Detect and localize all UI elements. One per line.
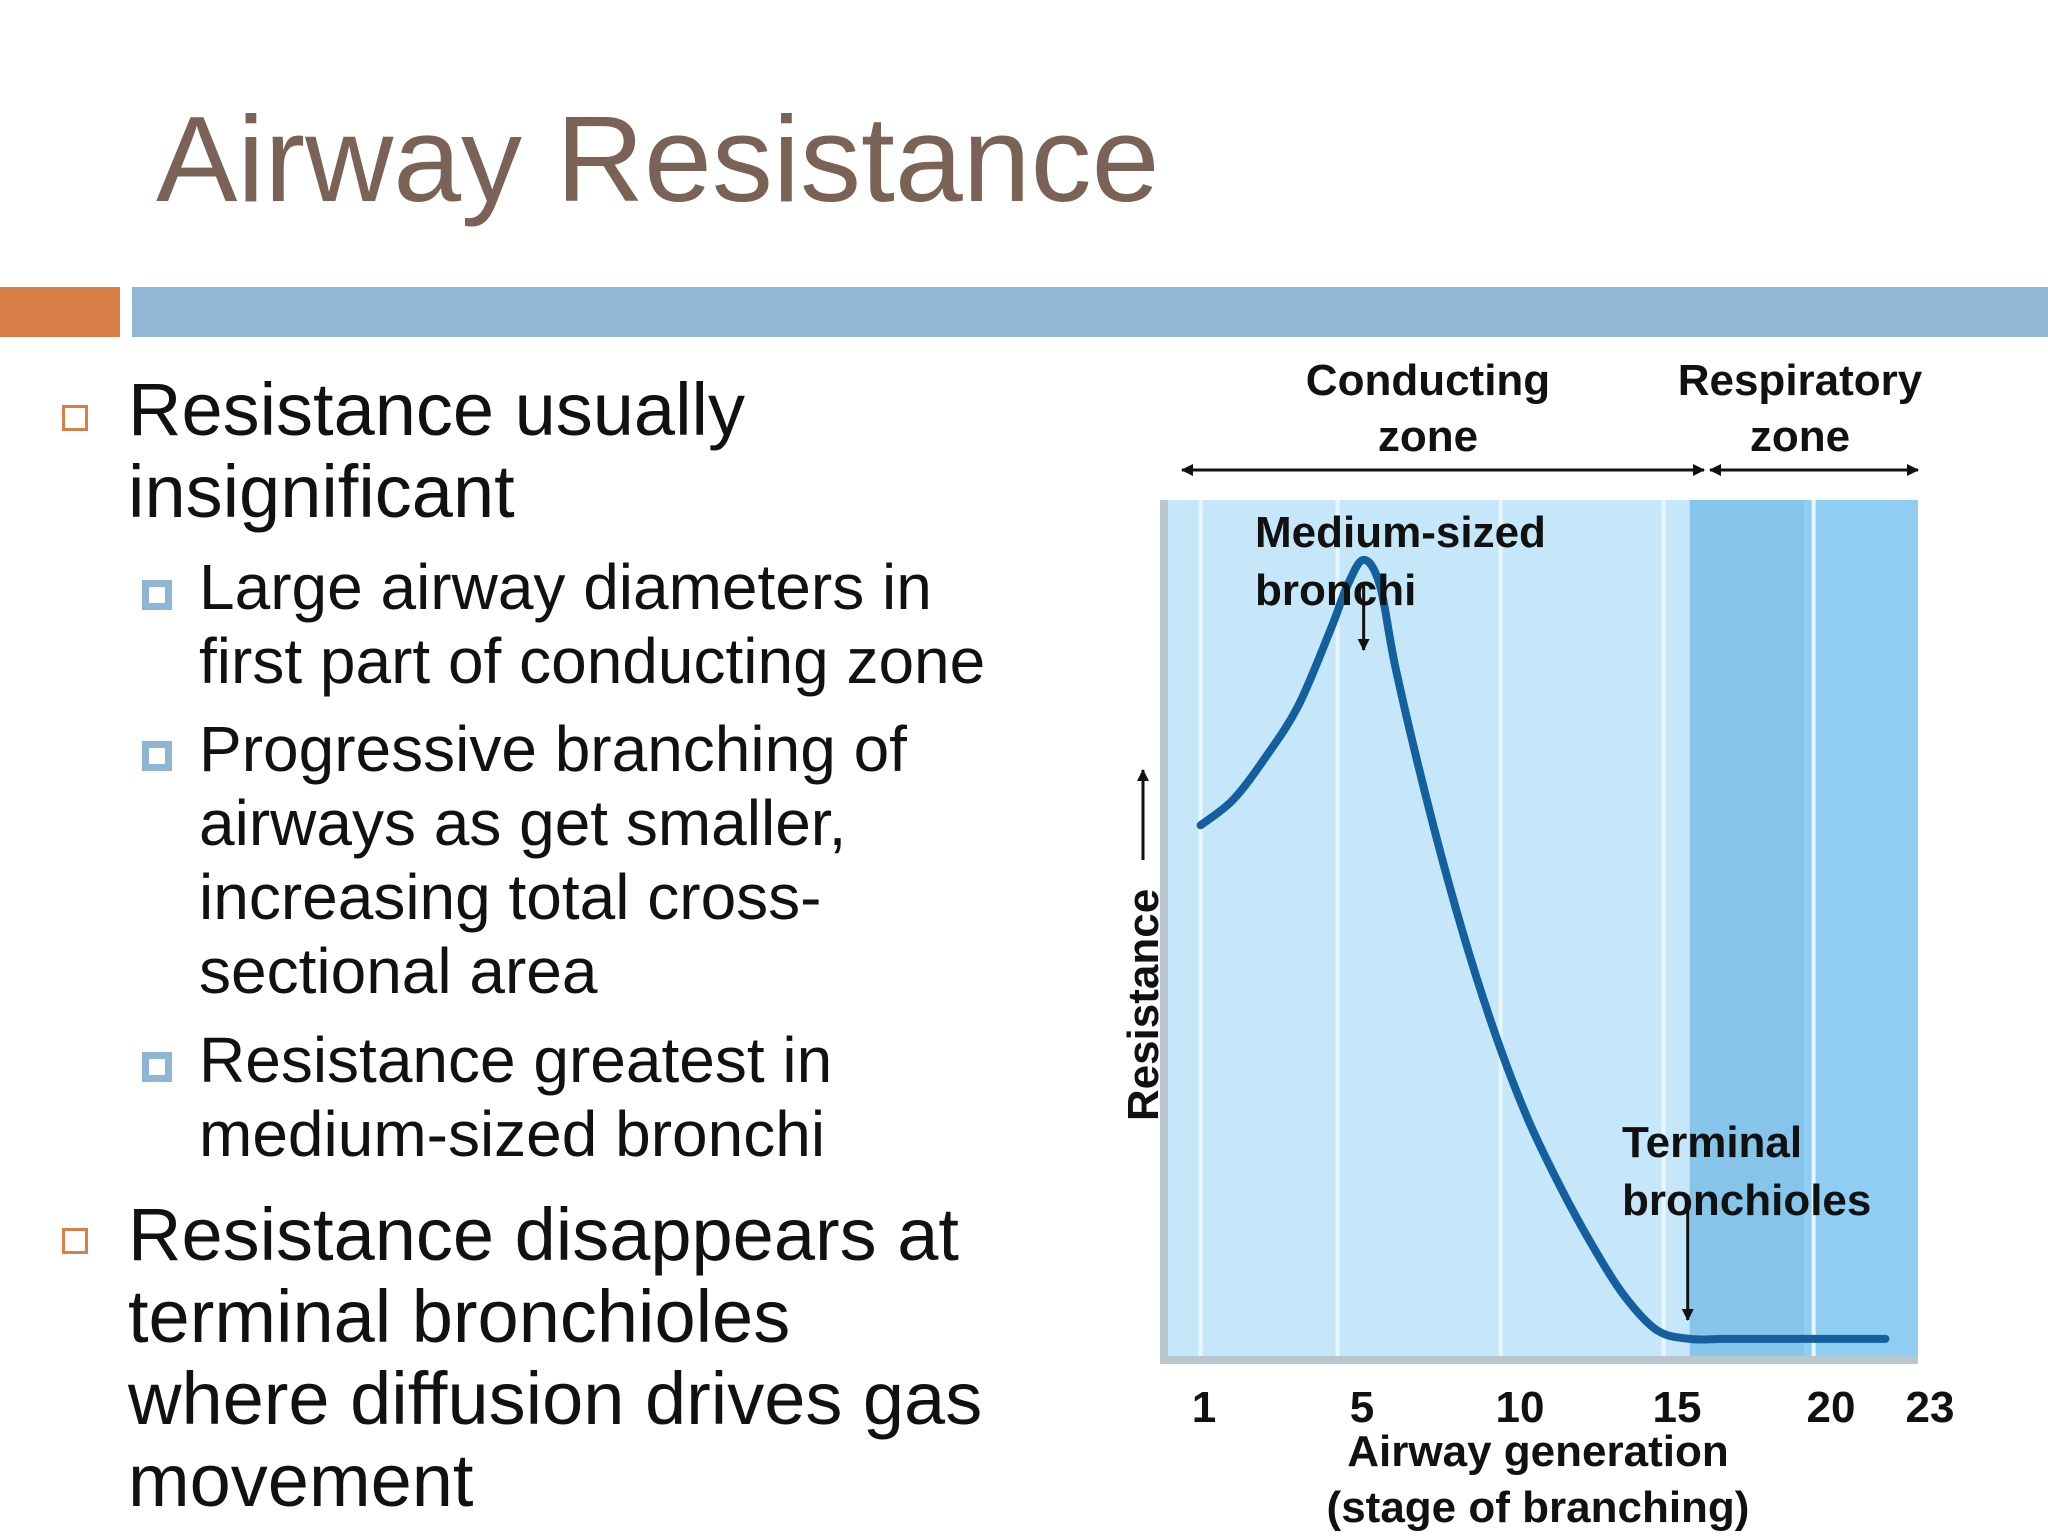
- subbullet-text: Resistance greatest in: [199, 1024, 833, 1096]
- x-tick-label: 15: [1653, 1383, 1702, 1432]
- resistance-curve: [1196, 555, 1890, 1344]
- gridlines: [1198, 500, 1816, 1356]
- subbullet-text: increasing total cross-: [199, 861, 822, 933]
- bullet-text: movement: [128, 1439, 474, 1522]
- annotation-label: Medium-sized: [1255, 508, 1546, 557]
- y-axis-label: Resistance: [1119, 889, 1168, 1121]
- plot-background: [1160, 500, 1918, 1364]
- x-tick-label: 1: [1192, 1383, 1216, 1432]
- bullet-text: insignificant: [128, 450, 515, 533]
- x-axis-label: (stage of branching): [1327, 1483, 1750, 1532]
- bullet-text: terminal bronchioles: [128, 1275, 791, 1358]
- square-bullet-icon: [62, 405, 88, 431]
- slide-title: Airway Resistance: [156, 91, 1160, 227]
- x-axis-label: Airway generation: [1347, 1427, 1728, 1476]
- bullet-text: Resistance usually: [128, 368, 745, 451]
- annotation-label: bronchioles: [1622, 1176, 1871, 1225]
- annotation-label: bronchi: [1255, 566, 1416, 615]
- x-tick-label: 5: [1350, 1383, 1374, 1432]
- zone-label: zone: [1378, 412, 1478, 461]
- plot-frame-left: [1160, 500, 1168, 1364]
- bullet-text: Resistance disappears at: [128, 1193, 959, 1276]
- annotations: Medium-sized bronchi Terminal bronchioles: [1255, 508, 1871, 1321]
- subbullet-text: first part of conducting zone: [199, 625, 986, 697]
- respiratory-zone-band-dark: [1689, 500, 1804, 1356]
- title-accent-bar: [0, 287, 120, 337]
- zone-label: Conducting: [1306, 356, 1550, 405]
- x-tick-label: 10: [1496, 1383, 1545, 1432]
- subbullet-text: Progressive branching of: [199, 713, 907, 785]
- bullet-list: Resistance usually insignificant Large a…: [62, 368, 986, 1522]
- square-subbullet-icon: [142, 1052, 172, 1082]
- zone-labels: Conducting zone Respiratory zone: [1306, 356, 1923, 461]
- subbullet-text: Large airway diameters in: [199, 551, 932, 623]
- bullet-text: where diffusion drives gas: [128, 1357, 983, 1440]
- x-tick-label: 20: [1807, 1383, 1856, 1432]
- square-bullet-icon: [62, 1228, 88, 1254]
- subbullet-text: airways as get smaller,: [199, 787, 847, 859]
- square-subbullet-icon: [142, 580, 172, 610]
- zone-label: zone: [1750, 412, 1850, 461]
- x-tick-label: 23: [1906, 1383, 1955, 1432]
- zone-label: Respiratory: [1678, 356, 1923, 405]
- title-underline-bar: [132, 287, 2048, 337]
- subbullet-text: sectional area: [199, 935, 598, 1007]
- subbullet-text: medium-sized bronchi: [199, 1098, 826, 1170]
- airway-resistance-chart: Conducting zone Respiratory zone Medium-siz…: [1119, 356, 1955, 1532]
- square-subbullet-icon: [142, 741, 172, 771]
- plot-frame-bottom: [1160, 1356, 1918, 1364]
- x-tick-labels: 1 5 10 15 20 23: [1192, 1383, 1955, 1432]
- conducting-zone-band: [1168, 500, 1690, 1356]
- annotation-label: Terminal: [1622, 1118, 1802, 1167]
